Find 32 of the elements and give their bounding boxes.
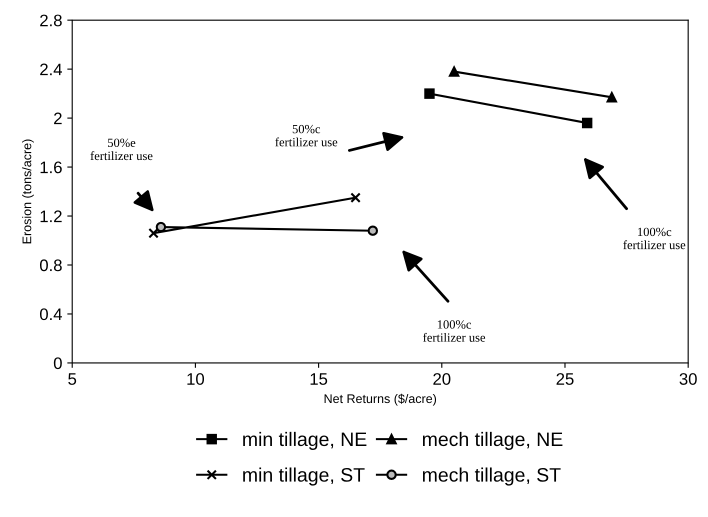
y-axis-title: Erosion (tons/acre) (22, 140, 34, 244)
annotation: 100%c fertilizer use (423, 320, 486, 342)
point (606, 92, 618, 102)
x-axis-title: Net Returns ($/acre) (324, 394, 436, 406)
x-tick-label: 5 (68, 373, 76, 385)
point (350, 192, 361, 203)
y-tick-label: 0.8 (40, 259, 62, 272)
legend-label: mech tillage, NE (422, 432, 562, 450)
annotation: 50%c fertilizer use (275, 124, 338, 146)
y-tick-label: 2.8 (40, 14, 62, 26)
x-tick-label: 30 (680, 373, 697, 385)
annotation: 100%c fertilizer use (623, 228, 686, 250)
annotation: 50%e fertilizer use (90, 138, 152, 160)
y-tick-label: 1.2 (40, 210, 62, 222)
point (156, 222, 166, 232)
legend-label: min tillage, NE (243, 432, 366, 450)
point (448, 66, 460, 77)
point (368, 226, 378, 236)
x-tick-label: 25 (556, 373, 574, 385)
x-tick-label: 20 (433, 373, 450, 385)
legend-label: min tillage, ST (243, 467, 365, 486)
legend-label: mech tillage, ST (422, 467, 561, 486)
x-tick-label: 10 (187, 373, 204, 385)
y-tick-label: 2.4 (40, 64, 62, 76)
y-tick-label: 0.4 (40, 308, 62, 320)
y-tick-label: 1.6 (40, 161, 62, 174)
point (148, 228, 159, 238)
y-tick-label: 0 (54, 357, 62, 370)
y-tick-label: 2 (54, 112, 62, 124)
point (582, 118, 592, 128)
point (424, 88, 435, 99)
x-tick-label: 15 (310, 373, 328, 385)
